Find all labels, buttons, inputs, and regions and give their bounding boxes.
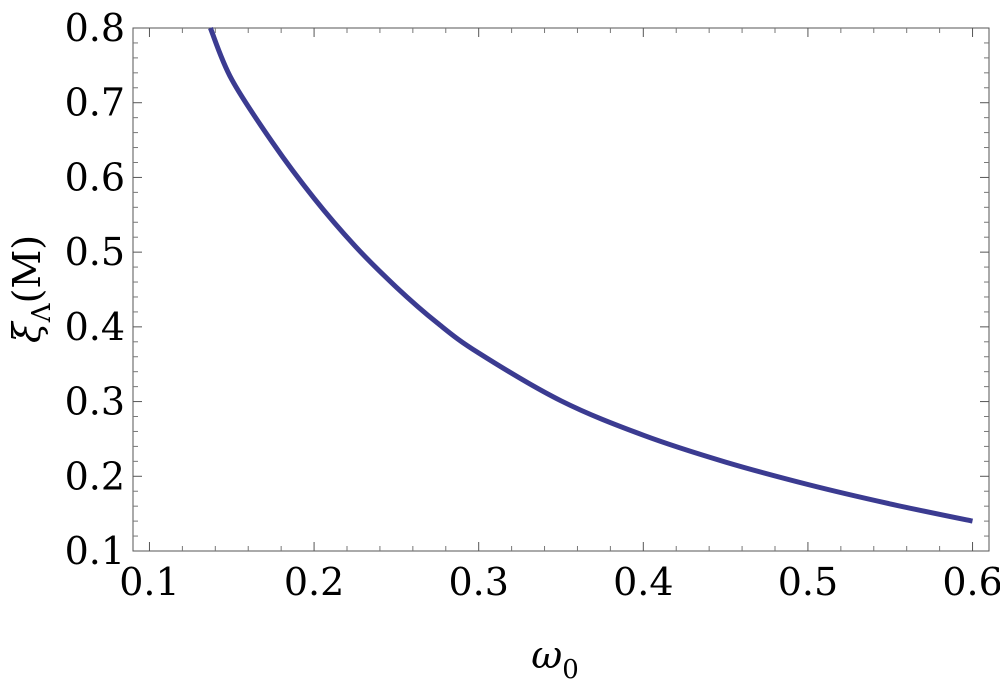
x-tick-label: 0.4: [613, 560, 673, 604]
y-tick-label: 0.8: [65, 6, 125, 50]
y-tick-label: 0.5: [65, 230, 125, 274]
y-axis-title: ξΛ(M): [5, 235, 57, 343]
x-tick-label: 0.3: [448, 560, 508, 604]
y-tick-label: 0.2: [65, 454, 125, 498]
y-tick-label: 0.3: [65, 380, 125, 424]
plot-frame: [132, 27, 990, 552]
y-tick-label: 0.4: [65, 305, 125, 349]
x-tick-label: 0.6: [942, 560, 1000, 604]
y-tick-label: 0.7: [65, 81, 125, 125]
y-tick-label: 0.6: [65, 155, 125, 199]
x-axis-title: ω0: [531, 633, 579, 683]
y-tick-label: 0.1: [65, 529, 125, 573]
series-layer: [208, 27, 974, 524]
x-tick-label: 0.1: [119, 560, 179, 604]
x-tick-label: 0.2: [284, 560, 344, 604]
y-tick-labels: 0.1 0.2 0.3 0.4 0.5 0.6 0.7 0.8: [65, 6, 125, 573]
ticks: [133, 27, 989, 552]
x-tick-label: 0.5: [778, 560, 838, 604]
series-line-0: [208, 27, 974, 524]
x-tick-labels: 0.1 0.2 0.3 0.4 0.5 0.6: [119, 560, 1000, 604]
